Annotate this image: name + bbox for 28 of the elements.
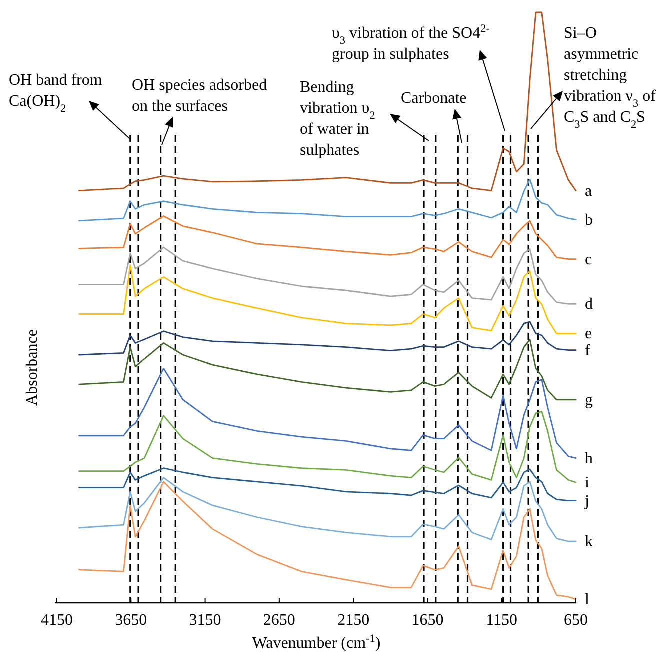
x-tick-label: 3150 — [189, 612, 222, 629]
text: υ$_{3}$ vibration of the SO4$^{2-}$ group in sulphates — [332, 23, 490, 63]
series-label: g — [585, 392, 593, 409]
annotation: OH species adsorbed on the surfaces — [132, 77, 268, 115]
annotation: OH band from Ca(OH)$_{2}$ — [9, 72, 103, 115]
series-label: e — [585, 326, 592, 343]
x-axis-title: Wavenumber (cm$^{-1}$) — [252, 633, 381, 652]
series-label: k — [585, 534, 593, 551]
x-tick-label: 1150 — [486, 612, 518, 629]
text: Si–O asymmetric stretching vibration ν$_{3}$ of C$_{3}$S and C$_{2}$S — [564, 25, 656, 131]
series-label: c — [585, 251, 592, 268]
series-label: b — [585, 212, 593, 229]
x-tick-label: 4150 — [41, 612, 73, 629]
x-tick-label: 2150 — [338, 612, 370, 629]
x-tick-label: 3650 — [115, 612, 148, 629]
series-label: h — [585, 450, 593, 468]
series-label: f — [585, 342, 591, 360]
series-label: l — [585, 591, 590, 608]
x-tick-label: 1650 — [412, 612, 444, 629]
series-label: d — [585, 296, 593, 314]
series-label: i — [585, 474, 590, 492]
series-label: a — [585, 182, 592, 200]
y-axis-title: Absorbance — [24, 330, 41, 406]
annotation: Carbonate — [401, 90, 467, 107]
x-tick-label: 650 — [564, 612, 588, 629]
annotation: Bending vibration υ$_{2}$ of water in sulphates — [300, 79, 376, 159]
series-label: j — [584, 492, 590, 510]
x-tick-label: 2650 — [263, 612, 296, 629]
